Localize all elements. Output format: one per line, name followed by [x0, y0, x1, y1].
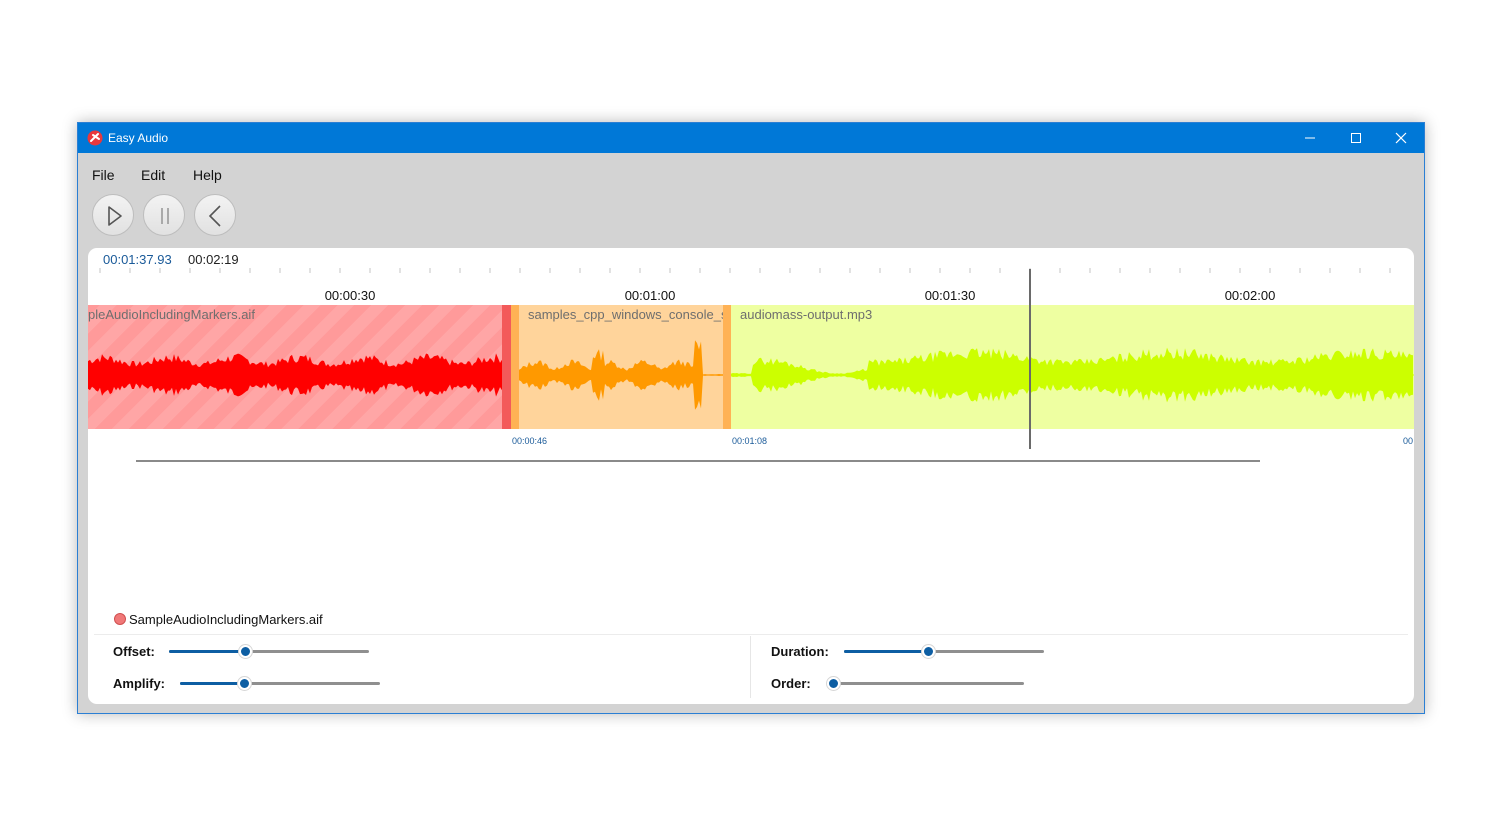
slider-thumb[interactable]	[922, 645, 935, 658]
offset-label: Offset:	[113, 644, 155, 659]
audio-clip[interactable]: samples_cpp_windows_console_sa	[511, 305, 731, 429]
duration-label: Duration:	[771, 644, 829, 659]
slider-fill	[169, 650, 245, 653]
selected-clip-name: SampleAudioIncludingMarkers.aif	[129, 612, 323, 627]
audio-clip[interactable]: audiomass-output.mp3	[731, 305, 1414, 429]
tick-label: 00:01:00	[624, 288, 676, 303]
app-window: Easy Audio File Edit Help 00:01:37.93 00	[77, 122, 1425, 714]
back-button[interactable]	[194, 194, 236, 236]
close-icon	[1395, 132, 1407, 144]
back-icon	[208, 205, 221, 227]
tick-label: 00:00:30	[324, 288, 376, 303]
play-button[interactable]	[92, 194, 134, 236]
waveform	[731, 347, 1414, 403]
minimize-button[interactable]	[1287, 123, 1333, 153]
tick-label: 00:01:30	[924, 288, 976, 303]
slider-thumb[interactable]	[238, 677, 251, 690]
marker-label: 00:00:46	[512, 436, 548, 446]
waveform	[88, 353, 502, 397]
divider	[94, 634, 1408, 635]
tick-label: 00:02:00	[1224, 288, 1276, 303]
total-duration: 00:02:19	[188, 252, 239, 267]
slider-fill	[844, 650, 928, 653]
menu-edit[interactable]: Edit	[141, 167, 166, 183]
pause-icon	[161, 208, 169, 224]
window-title: Easy Audio	[108, 131, 169, 145]
marker-label: 00	[1403, 436, 1414, 446]
waveform	[519, 340, 723, 410]
amplify-label: Amplify:	[113, 676, 165, 691]
order-slider[interactable]	[827, 676, 1024, 690]
amplify-slider[interactable]	[180, 676, 380, 690]
clip-title: audiomass-output.mp3	[740, 307, 873, 322]
slider-thumb[interactable]	[239, 645, 252, 658]
clip-title: pleAudioIncludingMarkers.aif	[88, 307, 255, 322]
horizontal-scrollbar[interactable]	[136, 460, 1260, 462]
marker-label: 00:01:08	[732, 436, 768, 446]
maximize-button[interactable]	[1333, 123, 1379, 153]
title-bar: Easy Audio	[78, 123, 1424, 153]
menu-bar: File Edit Help	[78, 161, 1424, 187]
clip-color-dot	[114, 613, 126, 625]
app-logo-icon	[87, 130, 103, 146]
menu-help[interactable]: Help	[193, 167, 222, 183]
minimize-icon	[1305, 137, 1315, 139]
selected-clip: SampleAudioIncludingMarkers.aif	[114, 612, 323, 627]
slider-fill	[180, 682, 244, 685]
menu-file[interactable]: File	[92, 167, 115, 183]
playhead[interactable]	[1029, 269, 1031, 449]
offset-slider[interactable]	[169, 644, 369, 658]
current-position: 00:01:37.93	[103, 252, 172, 267]
maximize-icon	[1351, 133, 1361, 143]
duration-slider[interactable]	[844, 644, 1044, 658]
audio-clip[interactable]: pleAudioIncludingMarkers.aif	[88, 305, 511, 429]
order-label: Order:	[771, 676, 811, 691]
slider-thumb[interactable]	[827, 677, 840, 690]
pause-button[interactable]	[143, 194, 185, 236]
divider	[750, 636, 751, 698]
timeline-panel: 00:01:37.93 00:02:19 00:00:30 00:01:00 0…	[88, 248, 1414, 704]
clip-title: samples_cpp_windows_console_sa	[528, 307, 731, 322]
close-button[interactable]	[1378, 123, 1424, 153]
time-ruler[interactable]	[88, 248, 1414, 308]
play-icon	[108, 206, 122, 226]
